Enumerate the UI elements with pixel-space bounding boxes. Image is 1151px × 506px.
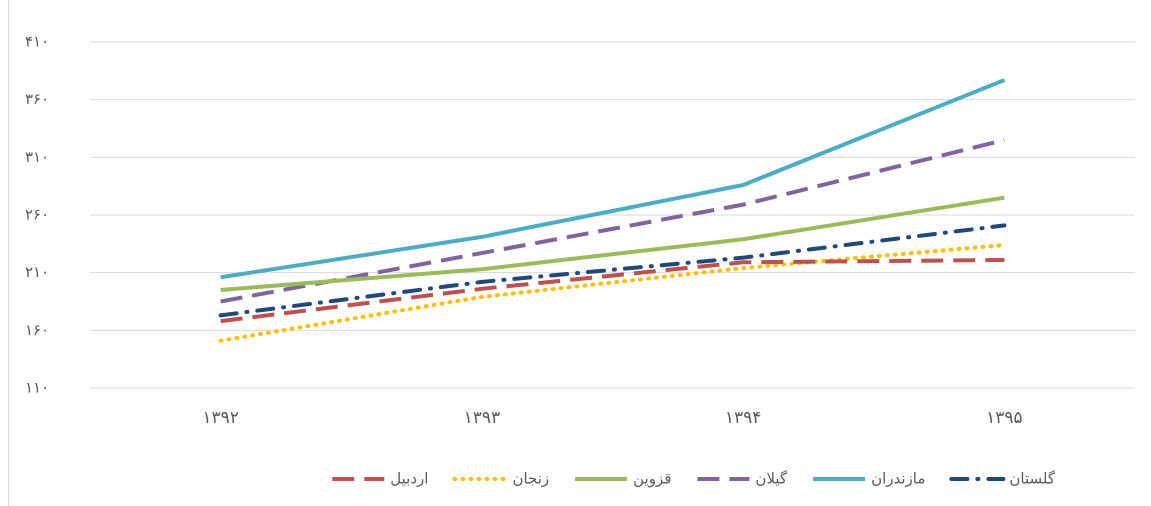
series-line: [218, 242, 1007, 343]
x-tick-label: ۱۳۹۵: [986, 408, 1023, 428]
series-line: [220, 195, 1005, 292]
y-tick-label: ۱۶۰: [25, 321, 49, 339]
y-tick-label: ۳۶۰: [25, 90, 49, 108]
x-tick-label: ۱۳۹۲: [202, 408, 239, 428]
y-tick-label: ۱۱۰: [25, 379, 49, 397]
legend-label: مازندران: [871, 470, 925, 488]
y-tick-label: ۴۱۰: [25, 33, 49, 51]
series-line: [220, 257, 1005, 324]
series-line: [220, 78, 1006, 280]
legend-label: زنجان: [512, 470, 549, 488]
series-line: [218, 223, 1007, 318]
legend-label: اردبیل: [390, 470, 428, 488]
legend-label: گیلان: [755, 470, 787, 488]
y-tick-label: ۲۱۰: [25, 263, 49, 281]
y-tick-label: ۳۱۰: [25, 148, 49, 166]
x-tick-label: ۱۳۹۳: [464, 408, 501, 428]
x-tick-label: ۱۳۹۴: [725, 408, 762, 428]
legend-label: گلستان: [1009, 470, 1055, 488]
y-tick-label: ۲۶۰: [25, 206, 49, 224]
legend-label: قزوین: [633, 470, 671, 488]
series-line: [220, 138, 1005, 304]
